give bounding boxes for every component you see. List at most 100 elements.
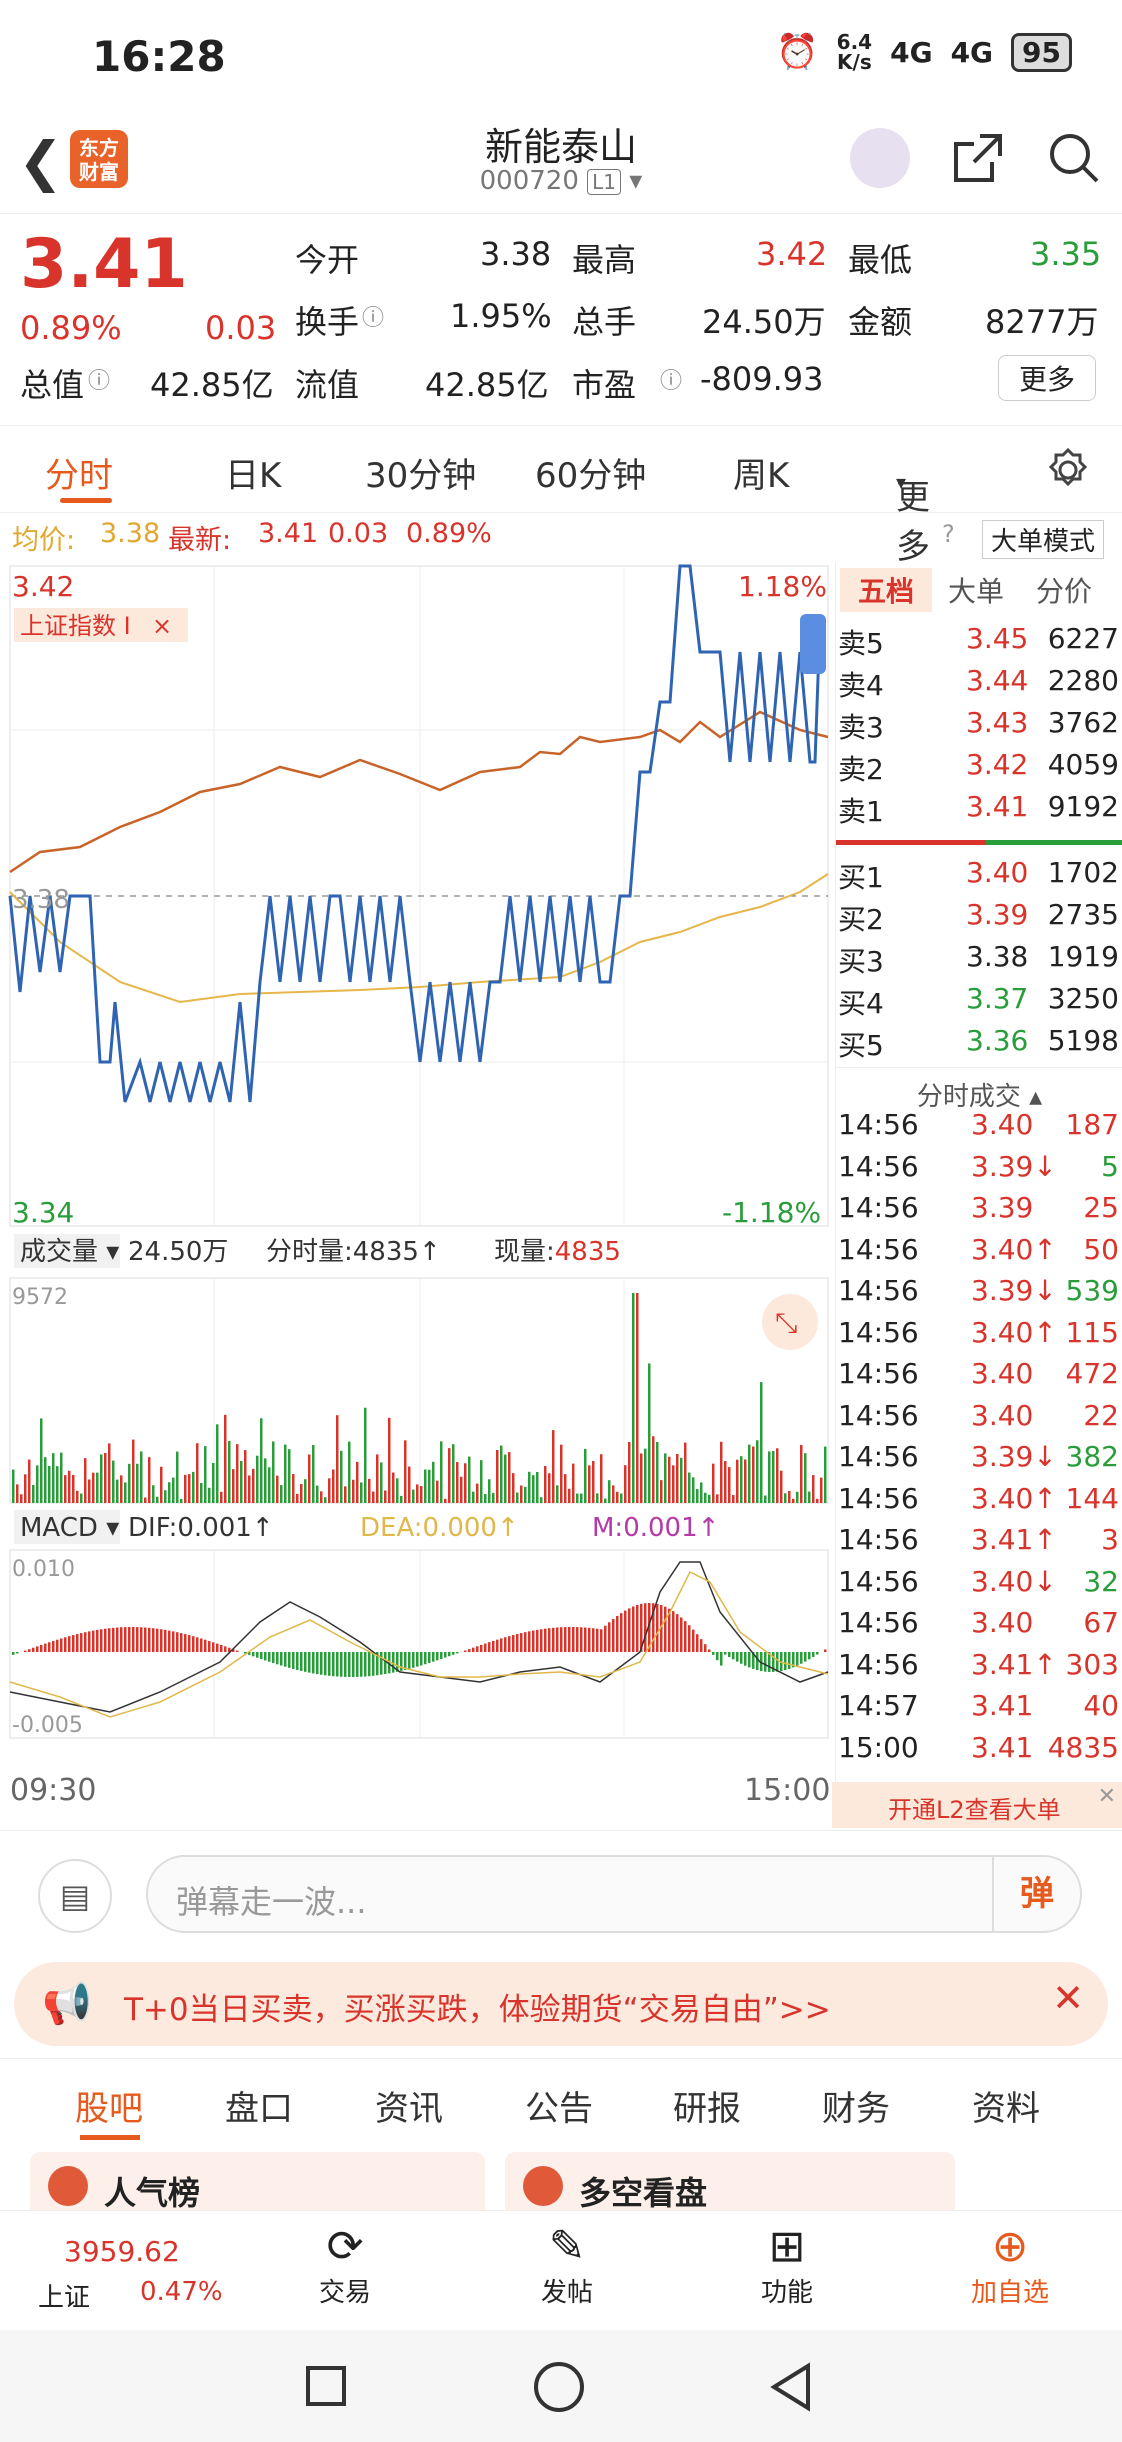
promo-banner[interactable]: 📢 T+0当日买卖，买涨买跌，体验期货“交易自由”>> ✕	[14, 1962, 1108, 2046]
volume-bar	[328, 1478, 331, 1503]
card-popular[interactable]: 人气榜	[30, 2152, 485, 2212]
close-icon[interactable]: ✕	[1052, 1976, 1084, 2020]
volume-bar	[108, 1443, 111, 1503]
volume-bar	[312, 1444, 315, 1503]
volume-bar	[192, 1471, 195, 1503]
tab-price-distribution[interactable]: 分价	[1036, 575, 1093, 608]
volume-bar	[820, 1477, 823, 1503]
sell-level-row[interactable]: 卖1 3.41 9192	[838, 790, 1119, 828]
tab-news[interactable]: 资讯	[375, 2089, 443, 2129]
volume-bar	[724, 1461, 727, 1503]
tab-daily-k[interactable]: 日K	[225, 456, 282, 496]
tab-announce[interactable]: 公告	[525, 2089, 593, 2129]
l2-banner[interactable]: 开通L2查看大单 ✕	[832, 1782, 1122, 1828]
danmaku-input[interactable]: 弹幕走一波... 弹	[146, 1855, 1082, 1933]
tab-big-order[interactable]: 大单	[948, 575, 1005, 608]
volume-bar	[760, 1382, 763, 1503]
buy-level-row[interactable]: 买4 3.37 3250	[838, 982, 1119, 1020]
tab-weekly-k[interactable]: 周K	[733, 456, 790, 496]
macd-bar	[200, 1638, 203, 1652]
macd-bar	[716, 1652, 719, 1661]
post-button[interactable]: ✎ 发帖	[512, 2221, 622, 2309]
card-bull-bear[interactable]: 多空看盘	[505, 2152, 955, 2212]
big-order-mode-button[interactable]: 大单模式	[982, 520, 1105, 559]
more-button[interactable]: 更多	[998, 355, 1097, 401]
macd-bar	[404, 1652, 407, 1670]
add-favorite-button[interactable]: ⊕ 加自选	[955, 2221, 1065, 2309]
help-icon[interactable]: ?	[942, 520, 955, 548]
close-icon[interactable]: ✕	[1097, 1784, 1116, 1809]
volume-bar	[572, 1463, 575, 1503]
tab-five-level[interactable]: 五档	[840, 568, 933, 612]
macd-bar	[264, 1652, 267, 1661]
back-icon[interactable]: ❮	[18, 130, 64, 193]
share-icon[interactable]	[950, 130, 1006, 186]
cap-label: 总值	[20, 366, 85, 404]
tab-finance[interactable]: 财务	[822, 2089, 890, 2129]
info-icon[interactable]: ⓘ	[660, 369, 683, 394]
volume-bar	[740, 1456, 743, 1503]
signal-s-icon	[800, 614, 826, 674]
back-nav-icon[interactable]	[768, 2362, 814, 2412]
macd-bot-label: -0.005	[12, 1713, 83, 1738]
macd-bar	[268, 1652, 271, 1662]
stock-code[interactable]: 000720 L1 ▾	[479, 166, 643, 196]
tab-intraday[interactable]: 分时	[45, 456, 113, 496]
macd-bar	[496, 1639, 499, 1652]
bottom-nav: 3959.62 上证 0.47% ⟳ 交易 ✎ 发帖 ⊞ 功能 ⊕ 加自选	[0, 2210, 1122, 2328]
buy-level-row[interactable]: 买3 3.38 1919	[838, 940, 1119, 978]
avg-price-line	[9, 873, 829, 1004]
danmaku-settings-icon[interactable]: ▤	[38, 1859, 112, 1933]
robot-avatar-icon[interactable]	[850, 128, 910, 188]
intraday-chart[interactable]: 3.42 3.38 3.34 1.18% -1.18% 上证指数 I × 成交量…	[0, 562, 834, 1832]
info-icon[interactable]: ⓘ	[362, 306, 385, 331]
tab-30min[interactable]: 30分钟	[365, 456, 477, 496]
buy-level-row[interactable]: 买2 3.39 2735	[838, 898, 1119, 936]
macd-bar	[492, 1640, 495, 1652]
volume-bar	[308, 1454, 311, 1503]
tab-profile[interactable]: 资料	[972, 2089, 1040, 2129]
tab-guba[interactable]: 股吧	[75, 2089, 143, 2129]
tab-pankou[interactable]: 盘口	[225, 2089, 293, 2129]
macd-bar	[644, 1603, 647, 1652]
trade-row: 14:56 3.40 22	[838, 1398, 1119, 1432]
gear-icon[interactable]	[1044, 446, 1092, 494]
macd-bar	[576, 1627, 579, 1652]
macd-bar	[532, 1630, 535, 1652]
macd-bar	[216, 1643, 219, 1652]
buy-level-row[interactable]: 买1 3.40 1702	[838, 856, 1119, 894]
macd-bar	[68, 1636, 71, 1652]
volume-bar	[352, 1479, 355, 1503]
y-top-label: 3.42	[12, 570, 74, 603]
macd-bar	[696, 1634, 699, 1652]
macd-bar	[508, 1636, 511, 1652]
tab-60min[interactable]: 60分钟	[535, 456, 647, 496]
tab-research[interactable]: 研报	[673, 2089, 741, 2129]
sell-level-row[interactable]: 卖3 3.43 3762	[838, 706, 1119, 744]
trade-button[interactable]: ⟳ 交易	[290, 2221, 400, 2309]
volume-bar	[344, 1486, 347, 1503]
buy-level-row[interactable]: 买5 3.36 5198	[838, 1024, 1119, 1062]
macd-bar	[656, 1603, 659, 1652]
send-danmaku-button[interactable]: 弹	[992, 1857, 1080, 1931]
macd-bar	[320, 1652, 323, 1675]
sell-level-row[interactable]: 卖2 3.42 4059	[838, 748, 1119, 786]
volume-bar	[164, 1490, 167, 1503]
function-button[interactable]: ⊞ 功能	[732, 2221, 842, 2309]
recents-icon[interactable]	[306, 2366, 346, 2406]
volume-bar	[672, 1465, 675, 1503]
macd-bar	[692, 1629, 695, 1652]
index-widget[interactable]: 3959.62 上证 0.47%	[38, 2235, 223, 2313]
sell-level-row[interactable]: 卖4 3.44 2280	[838, 664, 1119, 702]
volume-bar	[324, 1497, 327, 1503]
grid-icon: ⊞	[768, 2221, 806, 2272]
macd-bars	[12, 1603, 827, 1677]
home-icon[interactable]	[534, 2362, 584, 2412]
low-label: 最低	[848, 241, 913, 279]
macd-bar	[296, 1652, 299, 1670]
search-icon[interactable]	[1046, 130, 1102, 186]
plus-circle-icon: ⊕	[991, 2221, 1029, 2272]
trades-title[interactable]: 分时成交 ▴	[836, 1067, 1122, 1113]
info-icon[interactable]: ⓘ	[88, 369, 111, 394]
sell-level-row[interactable]: 卖5 3.45 6227	[838, 622, 1119, 660]
